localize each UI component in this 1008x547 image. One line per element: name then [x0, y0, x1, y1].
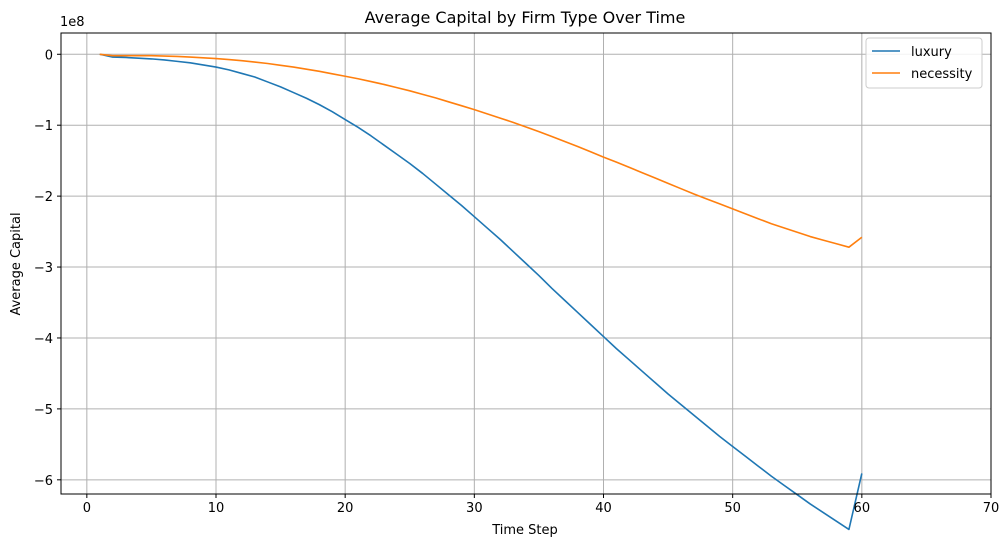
x-tick-label: 40 — [595, 501, 612, 516]
x-tick-label: 70 — [983, 501, 1000, 516]
x-tick-label: 50 — [724, 501, 741, 516]
y-tick-label: −4 — [34, 332, 53, 347]
x-axis-label: Time Step — [491, 523, 558, 538]
x-tick-label: 60 — [854, 501, 871, 516]
y-tick-label: −2 — [34, 190, 53, 205]
y-offset-label: 1e8 — [60, 15, 85, 30]
y-axis-ticks: 0 −1 −2 −3 −4 −5 −6 — [34, 48, 61, 489]
x-tick-label: 30 — [466, 501, 483, 516]
y-tick-label: −5 — [34, 403, 53, 418]
x-axis-ticks: 0 10 20 30 40 50 60 70 — [83, 494, 1000, 516]
plot-frame — [60, 32, 992, 495]
y-tick-label: −3 — [34, 261, 53, 276]
x-tick-label: 20 — [337, 501, 354, 516]
x-tick-label: 10 — [208, 501, 225, 516]
y-tick-label: −1 — [34, 119, 53, 134]
legend: luxury necessity — [865, 37, 983, 89]
chart-title: Average Capital by Firm Type Over Time — [365, 8, 686, 27]
series-line-necessity — [99, 53, 863, 248]
y-tick-label: −6 — [34, 474, 53, 489]
x-tick-label: 0 — [83, 501, 91, 516]
legend-label-necessity: necessity — [911, 67, 973, 82]
series-line-luxury — [99, 53, 863, 531]
legend-label-luxury: luxury — [911, 45, 952, 60]
y-axis-label: Average Capital — [9, 212, 24, 315]
grid-lines — [61, 33, 992, 494]
plot-series — [99, 53, 863, 531]
y-tick-label: 0 — [45, 48, 53, 63]
